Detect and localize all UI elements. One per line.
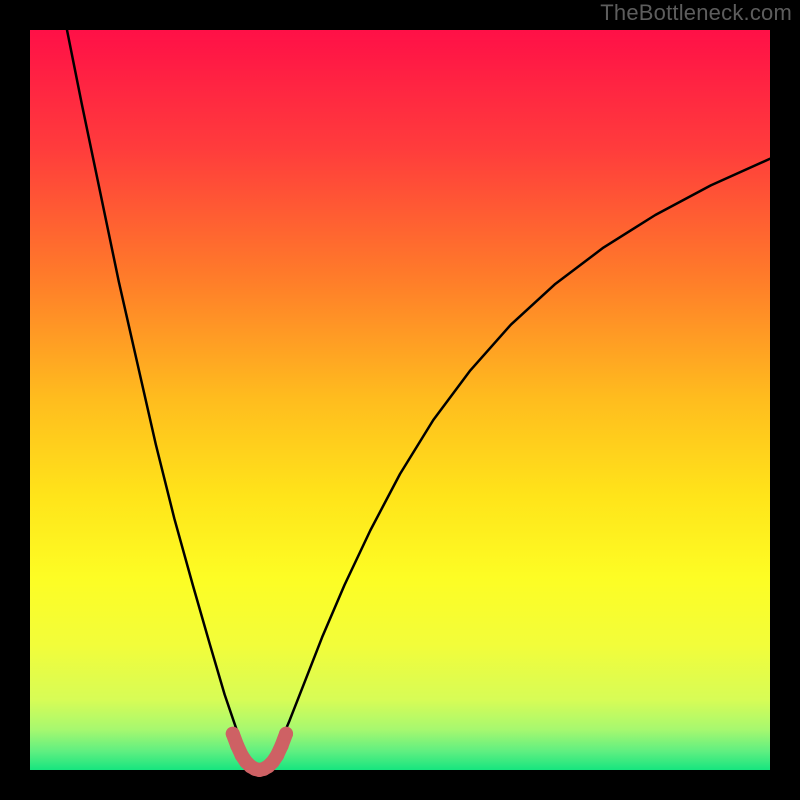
bottleneck-chart bbox=[0, 0, 800, 800]
optimal-range-dot bbox=[279, 727, 293, 741]
plot-background bbox=[30, 30, 770, 770]
